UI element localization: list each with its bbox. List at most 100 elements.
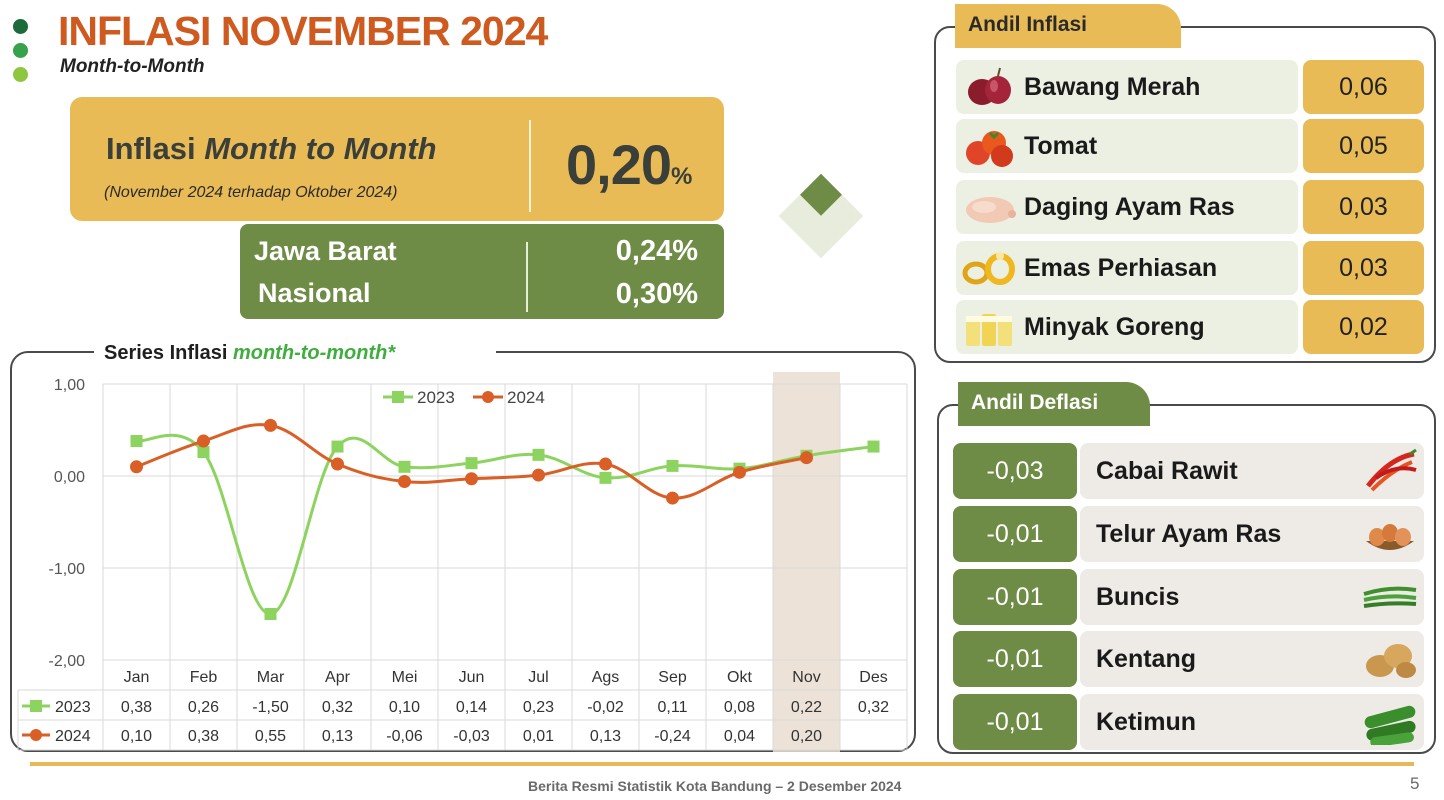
andil-inflasi-tab: Andil Inflasi — [955, 4, 1181, 48]
tomato-icon — [960, 123, 1020, 174]
point-2024 — [197, 434, 210, 448]
mtm-value: 0,20% — [566, 133, 692, 196]
table-cell-value: -0,24 — [654, 728, 691, 745]
chili-icon — [1360, 448, 1420, 499]
andil-inflasi-item-name: Minyak Goreng — [1024, 313, 1205, 341]
regional-inflation-box — [240, 224, 724, 319]
chicken-icon — [960, 184, 1020, 235]
table-cell-value: 0,04 — [724, 728, 755, 745]
header-dot-medium — [13, 43, 28, 58]
point-2023 — [599, 471, 612, 484]
andil-inflasi-item-value: 0,03 — [1303, 180, 1424, 234]
point-2023 — [465, 457, 478, 470]
andil-inflasi-row — [956, 300, 1298, 354]
table-cell-value: 0,20 — [791, 728, 822, 745]
table-cell-value: 0,23 — [523, 699, 554, 716]
table-cell-value: -0,06 — [386, 728, 423, 745]
table-cell-value: 0,55 — [255, 728, 286, 745]
andil-deflasi-item-name: Cabai Rawit — [1096, 457, 1238, 485]
table-cell-value: 0,01 — [523, 728, 554, 745]
region-value-nasional: 0,30% — [615, 278, 698, 310]
point-2023 — [331, 440, 344, 453]
point-2023 — [532, 448, 545, 461]
andil-deflasi-item-name: Ketimun — [1096, 708, 1196, 736]
table-cell-value: 0,32 — [858, 699, 889, 716]
cucumber-icon — [1360, 699, 1420, 750]
x-tick-label: Feb — [190, 669, 218, 686]
cooking-oil-icon — [960, 304, 1020, 355]
point-2024 — [331, 457, 344, 471]
point-2023 — [130, 435, 143, 448]
footer-source: Berita Resmi Statistik Kota Bandung – 2 … — [528, 778, 902, 794]
potato-icon — [1360, 636, 1420, 687]
andil-inflasi-row — [956, 119, 1298, 173]
andil-deflasi-item-value: -0,01 — [953, 631, 1077, 687]
x-tick-label: Mei — [392, 669, 418, 686]
point-2023 — [398, 460, 411, 473]
legend-label: 2024 — [507, 388, 545, 407]
andil-inflasi-item-value: 0,06 — [1303, 60, 1424, 114]
point-2023 — [666, 459, 679, 472]
point-2023 — [264, 608, 277, 620]
mtm-period-note: (November 2024 terhadap Oktober 2024) — [104, 184, 398, 201]
andil-deflasi-row — [1080, 506, 1424, 562]
table-cell-value: -0,03 — [453, 728, 490, 745]
inflation-line-chart: 1,00 0,00 -1,00 -2,00 Jan Feb Mar Apr Mei Jun Jul A… — [17, 372, 908, 752]
page-title: INFLASI NOVEMBER 2024 — [58, 8, 548, 54]
table-cell-value: 0,38 — [121, 699, 152, 716]
mtm-summary-box — [70, 97, 724, 221]
footer-rule — [30, 762, 1414, 766]
x-tick-label: Des — [859, 669, 887, 686]
point-2024 — [532, 468, 545, 482]
table-cell-value: 0,10 — [389, 699, 420, 716]
andil-deflasi-item-value: -0,01 — [953, 694, 1077, 750]
table-cell-value: 0,13 — [322, 728, 353, 745]
table-cell-value: -1,50 — [252, 699, 289, 716]
chart-title: Series Inflasi month-to-month* — [104, 342, 396, 364]
region-name-nasional: Nasional — [258, 278, 371, 308]
andil-inflasi-item-name: Emas Perhiasan — [1024, 254, 1218, 282]
x-tick-label: Apr — [325, 669, 351, 686]
andil-deflasi-item-name: Kentang — [1096, 645, 1196, 673]
andil-inflasi-item-name: Tomat — [1024, 132, 1098, 160]
andil-inflasi-item-name: Daging Ayam Ras — [1024, 193, 1235, 221]
andil-deflasi-row — [1080, 443, 1424, 499]
table-cell-value: 0,32 — [322, 699, 353, 716]
andil-inflasi-item-value: 0,03 — [1303, 241, 1424, 295]
y-tick-label: -1,00 — [49, 561, 86, 578]
x-tick-label: Okt — [727, 669, 752, 686]
point-2024 — [599, 457, 612, 471]
table-cell-value: 0,08 — [724, 699, 755, 716]
region-value-jabar: 0,24% — [615, 235, 698, 267]
andil-deflasi-item-value: -0,01 — [953, 506, 1077, 562]
table-cell-value: 0,26 — [188, 699, 219, 716]
andil-deflasi-item-value: -0,01 — [953, 569, 1077, 625]
andil-deflasi-tab: Andil Deflasi — [958, 382, 1150, 426]
andil-deflasi-row — [1080, 631, 1424, 687]
point-2024 — [733, 465, 746, 479]
mtm-label: Inflasi Month to Month — [106, 131, 437, 166]
andil-deflasi-row — [1080, 569, 1424, 625]
point-2023 — [867, 440, 880, 453]
x-tick-label: Ags — [592, 669, 620, 686]
highlight-column-nov — [773, 372, 840, 752]
eggs-icon — [1360, 511, 1420, 562]
andil-deflasi-item-name: Telur Ayam Ras — [1096, 520, 1282, 548]
header-dot-dark — [13, 19, 28, 34]
table-cell-value: 0,10 — [121, 728, 152, 745]
y-tick-label: 1,00 — [54, 377, 85, 394]
table-series-name: 2024 — [55, 728, 91, 745]
table-legend-marker-2024 — [30, 729, 42, 741]
andil-deflasi-item-value: -0,03 — [953, 443, 1077, 499]
point-2024 — [800, 451, 813, 465]
andil-inflasi-item-name: Bawang Merah — [1024, 73, 1201, 101]
x-tick-label: Sep — [658, 669, 687, 686]
legend-label: 2023 — [417, 388, 455, 407]
table-cell-value: 0,13 — [590, 728, 621, 745]
andil-inflasi-item-value: 0,02 — [1303, 300, 1424, 354]
page-subtitle: Month-to-Month — [60, 56, 205, 77]
point-2024 — [398, 475, 411, 489]
table-cell-value: 0,11 — [658, 699, 688, 716]
table-legend-marker-2023 — [30, 700, 42, 712]
table-cell-value: 0,22 — [791, 699, 822, 716]
